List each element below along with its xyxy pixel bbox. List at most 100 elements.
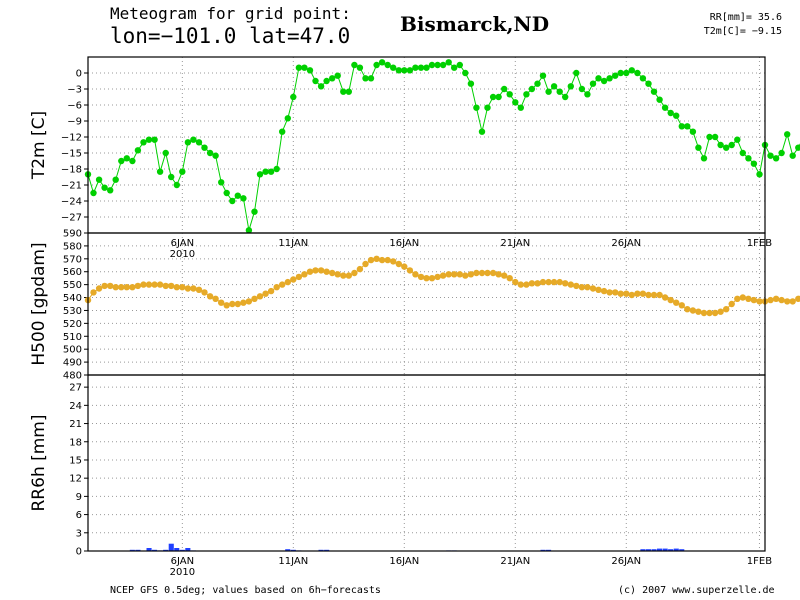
point-t2m-95 [612,72,619,79]
point-t2m-39 [301,64,308,71]
point-h500-66 [451,271,458,278]
point-t2m-110 [695,144,702,151]
point-h500-101 [645,291,652,299]
point-h500-96 [617,290,624,297]
point-t2m-125 [778,149,785,157]
point-h500-57 [401,263,408,270]
ytick-label-1-7: 550 [63,280,82,291]
point-h500-103 [656,291,663,299]
point-h500-100 [639,290,647,297]
point-h500-42 [317,267,325,274]
point-t2m-1 [90,189,97,197]
ylabel-t2m: T2m [C] [29,111,49,180]
point-h500-114 [717,308,724,315]
bar-rr6h-103 [657,548,663,551]
point-t2m-16 [173,181,180,189]
point-t2m-54 [384,61,391,69]
ytick-label-0-6: −9 [67,117,82,128]
ytick-label-0-7: −6 [67,101,82,112]
point-t2m-106 [673,112,680,119]
point-t2m-15 [168,173,175,181]
point-t2m-2 [95,176,103,183]
bar-rr6h-15 [168,543,174,551]
point-h500-1 [90,289,97,296]
point-h500-19 [190,285,197,292]
point-t2m-112 [706,133,713,141]
point-h500-123 [767,296,774,304]
point-h500-104 [661,294,669,301]
xtick-sublabel-top-0: 2010 [170,249,195,260]
point-t2m-42 [317,83,325,90]
point-t2m-61 [423,64,430,71]
point-h500-22 [206,293,214,300]
point-t2m-44 [329,75,336,82]
point-t2m-58 [406,67,414,74]
point-h500-54 [384,256,391,264]
ytick-label-1-1: 490 [63,358,82,369]
point-t2m-37 [290,93,297,101]
ytick-label-0-9: 0 [76,69,82,80]
bar-rr6h-105 [668,549,674,551]
ytick-label-1-11: 590 [63,229,82,240]
point-t2m-11 [145,136,153,143]
point-t2m-107 [678,123,685,130]
point-t2m-89 [578,85,586,93]
point-h500-118 [739,294,746,301]
point-h500-93 [600,287,608,295]
location-name: Bismarck,ND [400,12,550,36]
point-h500-89 [578,284,586,291]
point-t2m-71 [478,128,486,135]
point-h500-77 [512,278,519,286]
point-h500-84 [550,278,558,286]
point-t2m-45 [334,72,341,79]
point-h500-52 [373,255,380,262]
point-h500-90 [584,284,591,291]
point-h500-88 [573,282,580,290]
point-h500-31 [256,293,264,300]
point-h500-69 [467,271,475,278]
point-t2m-24 [218,179,225,186]
ytick-label-2-2: 6 [76,510,82,521]
bar-rr6h-11 [146,548,152,551]
point-t2m-86 [562,93,569,101]
point-h500-5 [112,284,119,291]
point-t2m-17 [179,168,186,175]
point-h500-3 [101,282,108,290]
xtick-label-top-5: 1FEB [747,238,772,249]
point-t2m-46 [340,88,347,95]
point-t2m-121 [756,171,763,178]
bar-rr6h-100 [640,549,646,551]
point-h500-23 [212,295,219,302]
point-h500-105 [667,296,674,304]
ytick-label-2-0: 0 [76,547,82,558]
point-t2m-38 [295,64,303,71]
point-h500-64 [439,272,447,279]
point-t2m-85 [556,88,563,95]
point-h500-121 [756,298,763,305]
point-h500-116 [728,300,735,308]
point-t2m-91 [589,80,597,87]
point-h500-74 [495,271,502,278]
frame-rr6h [87,374,766,552]
point-t2m-29 [245,227,253,234]
point-t2m-8 [129,157,136,165]
point-t2m-62 [428,61,436,69]
point-h500-124 [772,295,780,302]
point-t2m-49 [356,64,364,71]
point-t2m-4 [107,187,114,194]
point-h500-26 [229,300,236,308]
point-h500-102 [650,291,658,299]
point-t2m-118 [739,149,746,157]
point-t2m-6 [118,157,125,165]
ytick-label-2-5: 15 [69,455,82,466]
point-t2m-65 [445,59,452,66]
point-t2m-124 [772,155,780,162]
point-t2m-18 [184,139,192,146]
xtick-label-bottom-0: 6JAN [171,556,194,567]
point-t2m-68 [462,69,469,77]
title-line-2: lon=−101.0 lat=47.0 [110,24,351,48]
point-t2m-123 [767,152,774,159]
point-h500-39 [301,271,308,278]
point-t2m-13 [156,168,164,175]
